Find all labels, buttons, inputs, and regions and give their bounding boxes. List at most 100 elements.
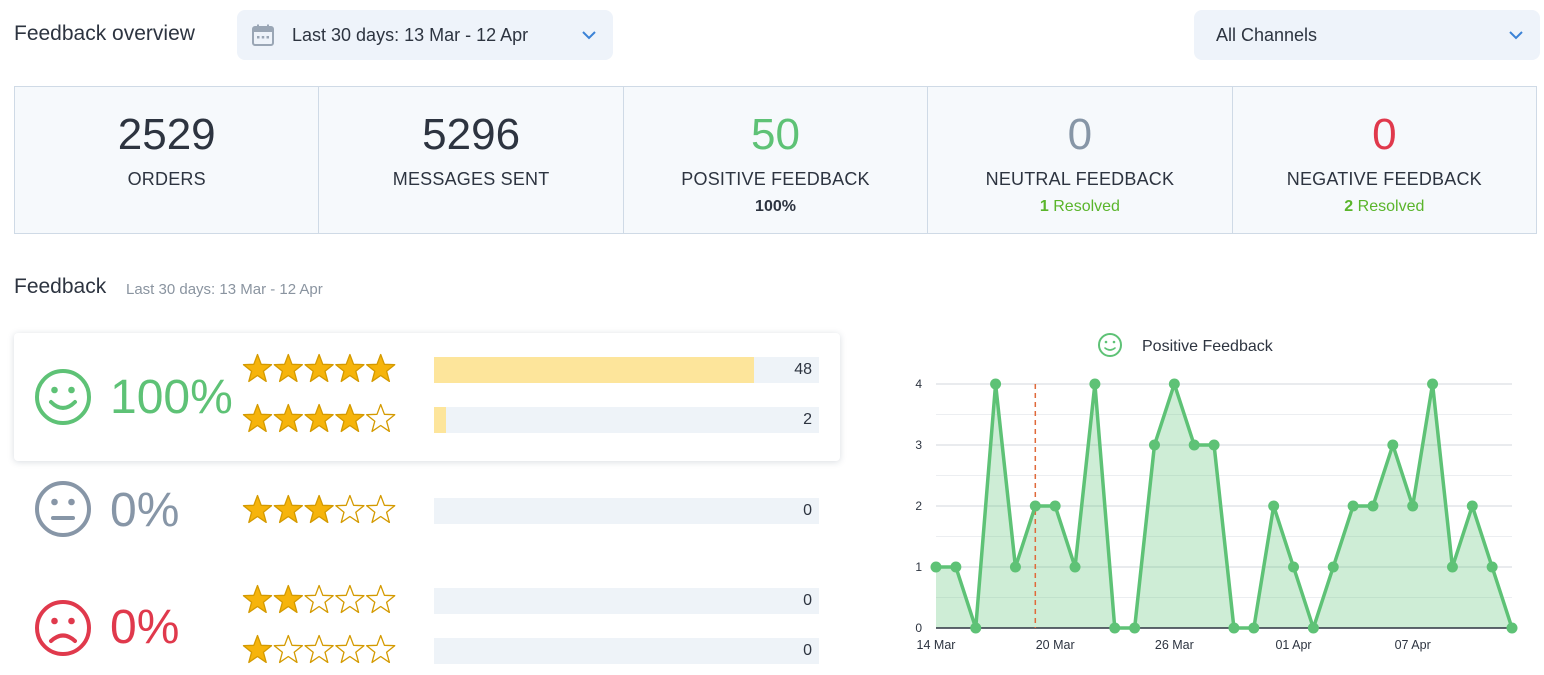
series-line	[936, 382, 1514, 630]
five-star-rating-icon	[242, 353, 396, 383]
date-range-dropdown[interactable]: Last 30 days: 13 Mar - 12 Apr	[237, 10, 613, 60]
data-point[interactable]	[930, 561, 942, 573]
data-point[interactable]	[990, 378, 1002, 390]
rating-bar-4-star[interactable]: 2	[434, 407, 819, 433]
stat-orders: 2529 ORDERS	[15, 87, 320, 233]
data-point[interactable]	[1129, 622, 1141, 634]
data-point[interactable]	[1188, 439, 1200, 451]
stat-value: 50	[751, 110, 800, 159]
star-icon	[273, 353, 303, 383]
data-point[interactable]	[1387, 439, 1399, 451]
data-point[interactable]	[1268, 500, 1280, 512]
stat-value: 5296	[422, 110, 521, 159]
rating-bar-1-star[interactable]: 0	[434, 638, 819, 664]
resolved-link[interactable]: 2 Resolved	[1233, 198, 1536, 216]
stat-positive-feedback[interactable]: 50 POSITIVE FEEDBACK 100%	[624, 87, 929, 233]
data-point[interactable]	[1307, 622, 1319, 634]
data-point[interactable]	[1069, 561, 1081, 573]
stat-label: MESSAGES SENT	[392, 169, 550, 189]
star-icon	[242, 634, 273, 664]
smiley-sad-icon	[35, 600, 91, 656]
rating-bar-2-star[interactable]: 0	[434, 588, 819, 614]
data-point[interactable]	[1049, 500, 1061, 512]
rating-count: 2	[803, 411, 812, 428]
data-point[interactable]	[1228, 622, 1240, 634]
data-point[interactable]	[1327, 561, 1339, 573]
smiley-happy-icon	[35, 369, 91, 425]
star-icon	[366, 584, 396, 614]
star-icon	[242, 584, 273, 614]
data-point[interactable]	[1248, 622, 1260, 634]
rating-bar-fill	[434, 407, 446, 433]
star-icon	[366, 494, 396, 524]
resolved-label: Resolved	[1357, 198, 1425, 215]
data-point[interactable]	[1427, 378, 1439, 390]
star-icon	[273, 403, 303, 433]
three-star-rating-icon	[242, 494, 396, 524]
stat-messages-sent: 5296 MESSAGES SENT	[319, 87, 624, 233]
positive-feedback-card[interactable]	[14, 333, 840, 461]
rating-bar-fill	[434, 357, 754, 383]
channel-label: All Channels	[1216, 24, 1318, 45]
data-point[interactable]	[1367, 500, 1379, 512]
star-icon	[242, 403, 273, 433]
stat-neutral-feedback[interactable]: 0 NEUTRAL FEEDBACK 1 Resolved	[928, 87, 1233, 233]
star-icon	[366, 403, 396, 433]
x-tick-label: 20 Mar	[1036, 638, 1075, 652]
data-point[interactable]	[1089, 378, 1101, 390]
date-range-label: Last 30 days: 13 Mar - 12 Apr	[292, 24, 529, 45]
star-icon	[242, 353, 273, 383]
rating-count: 0	[803, 592, 812, 609]
x-tick-label: 01 Apr	[1275, 638, 1311, 652]
star-icon	[335, 353, 365, 383]
two-star-rating-icon	[242, 584, 396, 614]
x-tick-label: 07 Apr	[1395, 638, 1431, 652]
data-point[interactable]	[1446, 561, 1458, 573]
star-icon	[335, 403, 365, 433]
data-point[interactable]	[1168, 378, 1180, 390]
negative-percent: 0%	[110, 601, 180, 654]
data-point[interactable]	[1466, 500, 1478, 512]
x-tick-label: 26 Mar	[1155, 638, 1194, 652]
data-point[interactable]	[1347, 500, 1359, 512]
data-point[interactable]	[1208, 439, 1220, 451]
stat-value: 0	[1067, 110, 1093, 159]
resolved-count: 1	[1039, 198, 1049, 215]
star-icon	[304, 634, 334, 664]
star-icon	[304, 494, 334, 524]
data-point[interactable]	[950, 561, 962, 573]
data-point[interactable]	[1109, 622, 1121, 634]
resolved-link[interactable]: 1 Resolved	[928, 198, 1231, 216]
y-tick-label: 1	[915, 560, 922, 574]
data-point[interactable]	[1407, 500, 1419, 512]
calendar-icon	[252, 24, 274, 46]
data-point[interactable]	[1288, 561, 1300, 573]
data-point[interactable]	[1009, 561, 1021, 573]
star-icon	[335, 584, 365, 614]
chevron-down-icon	[582, 31, 596, 40]
stat-label: POSITIVE FEEDBACK	[681, 169, 870, 189]
stat-percent: 100%	[755, 198, 796, 215]
y-tick-label: 4	[915, 377, 922, 391]
star-icon	[273, 584, 303, 614]
data-point[interactable]	[1029, 500, 1041, 512]
star-icon	[242, 494, 273, 524]
x-tick-label: 14 Mar	[917, 638, 956, 652]
stat-value: 0	[1372, 110, 1397, 159]
channel-dropdown[interactable]: All Channels	[1194, 10, 1540, 60]
data-point[interactable]	[1486, 561, 1498, 573]
star-icon	[366, 634, 396, 664]
stat-negative-feedback[interactable]: 0 NEGATIVE FEEDBACK 2 Resolved	[1233, 87, 1536, 233]
neutral-percent: 0%	[110, 484, 180, 537]
page-title: Feedback overview	[14, 22, 195, 45]
rating-bar-3-star[interactable]: 0	[434, 498, 819, 524]
rating-bar-5-star[interactable]: 48	[434, 357, 819, 383]
section-title: Feedback	[14, 275, 107, 298]
star-icon	[273, 634, 303, 664]
chart-legend[interactable]: Positive Feedback	[1098, 333, 1274, 357]
star-icon	[366, 353, 396, 383]
positive-feedback-chart[interactable]: Positive Feedback 0 1 2 3 4 14 Mar 20 Mar 26 Ma…	[900, 325, 1530, 665]
data-point[interactable]	[1506, 622, 1518, 634]
data-point[interactable]	[1148, 439, 1160, 451]
data-point[interactable]	[970, 622, 982, 634]
